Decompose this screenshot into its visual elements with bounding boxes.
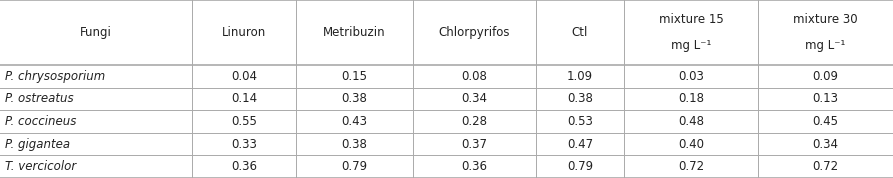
Text: 0.09: 0.09: [812, 70, 839, 83]
Text: 0.47: 0.47: [567, 138, 593, 151]
Text: 0.72: 0.72: [812, 160, 839, 173]
Text: 0.04: 0.04: [231, 70, 257, 83]
Text: 0.14: 0.14: [231, 92, 257, 105]
Text: 0.55: 0.55: [231, 115, 257, 128]
Text: Chlorpyrifos: Chlorpyrifos: [438, 26, 510, 39]
Text: mixture 30: mixture 30: [793, 13, 857, 26]
Text: Fungi: Fungi: [80, 26, 112, 39]
Text: 0.79: 0.79: [567, 160, 593, 173]
Text: 0.36: 0.36: [461, 160, 488, 173]
Text: Metribuzin: Metribuzin: [323, 26, 386, 39]
Text: 1.09: 1.09: [567, 70, 593, 83]
Text: 0.40: 0.40: [678, 138, 705, 151]
Text: 0.34: 0.34: [812, 138, 839, 151]
Text: 0.38: 0.38: [342, 92, 367, 105]
Text: 0.36: 0.36: [231, 160, 257, 173]
Text: 0.79: 0.79: [341, 160, 368, 173]
Text: P. gigantea: P. gigantea: [5, 138, 71, 151]
Text: P. ostreatus: P. ostreatus: [5, 92, 74, 105]
Text: 0.45: 0.45: [812, 115, 839, 128]
Text: mg L⁻¹: mg L⁻¹: [671, 39, 712, 52]
Text: 0.53: 0.53: [567, 115, 593, 128]
Text: 0.72: 0.72: [678, 160, 705, 173]
Text: 0.13: 0.13: [812, 92, 839, 105]
Text: 0.18: 0.18: [678, 92, 705, 105]
Text: 0.38: 0.38: [342, 138, 367, 151]
Text: 0.28: 0.28: [461, 115, 488, 128]
Text: P. coccineus: P. coccineus: [5, 115, 77, 128]
Text: 0.15: 0.15: [341, 70, 368, 83]
Text: 0.37: 0.37: [461, 138, 488, 151]
Text: mixture 15: mixture 15: [659, 13, 723, 26]
Text: T. vercicolor: T. vercicolor: [5, 160, 77, 173]
Text: Ctl: Ctl: [572, 26, 588, 39]
Text: 0.48: 0.48: [678, 115, 705, 128]
Text: 0.08: 0.08: [462, 70, 487, 83]
Text: 0.34: 0.34: [461, 92, 488, 105]
Text: 0.33: 0.33: [231, 138, 257, 151]
Text: P. chrysosporium: P. chrysosporium: [5, 70, 105, 83]
Text: 0.43: 0.43: [341, 115, 368, 128]
Text: 0.38: 0.38: [567, 92, 593, 105]
Text: Linuron: Linuron: [222, 26, 266, 39]
Text: mg L⁻¹: mg L⁻¹: [805, 39, 846, 52]
Text: 0.03: 0.03: [679, 70, 704, 83]
